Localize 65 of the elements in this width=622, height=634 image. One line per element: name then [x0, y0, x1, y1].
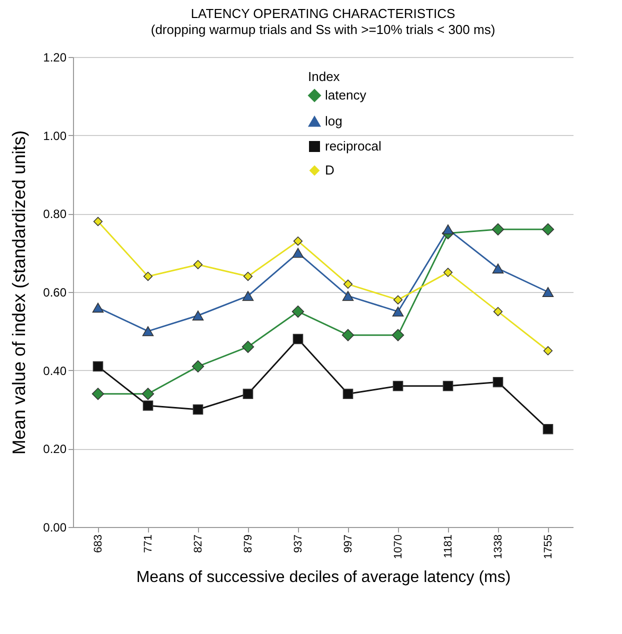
legend-label: latency [325, 88, 367, 102]
point [92, 302, 104, 313]
point [292, 334, 304, 344]
y-tick-label: 0.20 [43, 442, 67, 456]
legend-label: D [325, 162, 334, 178]
legend-label: reciprocal [325, 138, 382, 154]
y-tick-label: 0.00 [43, 520, 67, 534]
point [343, 280, 353, 289]
x-tick-label: 1181 [442, 534, 454, 558]
point [143, 272, 153, 281]
point [192, 310, 204, 320]
point [442, 380, 454, 392]
legend-label: log [325, 114, 342, 128]
point [292, 305, 304, 318]
legend-title: Index [308, 69, 340, 84]
x-tick-label: 997 [342, 534, 354, 553]
point [493, 307, 503, 316]
x-tick-label: 827 [192, 534, 204, 553]
x-tick-label: 1755 [542, 534, 554, 559]
point [292, 248, 304, 258]
point [442, 224, 454, 234]
point [342, 388, 354, 399]
chart-title: LATENCY OPERATING CHARACTERISTICS [190, 6, 456, 21]
point [392, 328, 404, 342]
y-tick-label: 1.20 [43, 50, 67, 64]
x-tick-label: 683 [92, 534, 104, 553]
point [193, 260, 203, 270]
y-axis-title: Mean value of index (standardized units) [9, 130, 30, 455]
x-tick-label: 771 [142, 534, 154, 553]
point [192, 360, 204, 373]
point [243, 272, 253, 281]
y-tick-label: 0.60 [43, 286, 67, 300]
point [542, 223, 554, 236]
point [542, 287, 554, 297]
y-tick-label: 1.00 [43, 128, 67, 143]
point [492, 376, 504, 388]
point [492, 223, 504, 236]
point [242, 388, 254, 399]
point [142, 400, 154, 411]
point [93, 216, 103, 226]
chart-subtitle: (dropping warmup trials and Ss with >=10% trials < 300 ms) [150, 22, 496, 37]
point [92, 388, 104, 400]
point [242, 290, 254, 301]
point [242, 340, 254, 353]
x-tick-label: 1070 [392, 534, 404, 559]
point [192, 404, 204, 415]
point [342, 290, 354, 301]
point [443, 268, 453, 277]
y-tick-label: 0.40 [43, 364, 67, 378]
x-tick-label: 879 [242, 534, 254, 553]
point [92, 361, 104, 372]
point [342, 328, 354, 342]
x-tick-label: 937 [292, 534, 304, 553]
point [392, 306, 404, 317]
point [142, 326, 154, 336]
point [543, 346, 553, 356]
point [293, 236, 303, 246]
point [492, 264, 504, 274]
x-tick-label: 1338 [492, 534, 504, 559]
point [393, 295, 403, 304]
point [142, 388, 154, 400]
y-tick-label: 0.80 [43, 207, 67, 222]
point [392, 380, 404, 392]
point [542, 424, 554, 434]
x-axis-title: Means of successive deciles of average latency (ms) [136, 568, 511, 586]
